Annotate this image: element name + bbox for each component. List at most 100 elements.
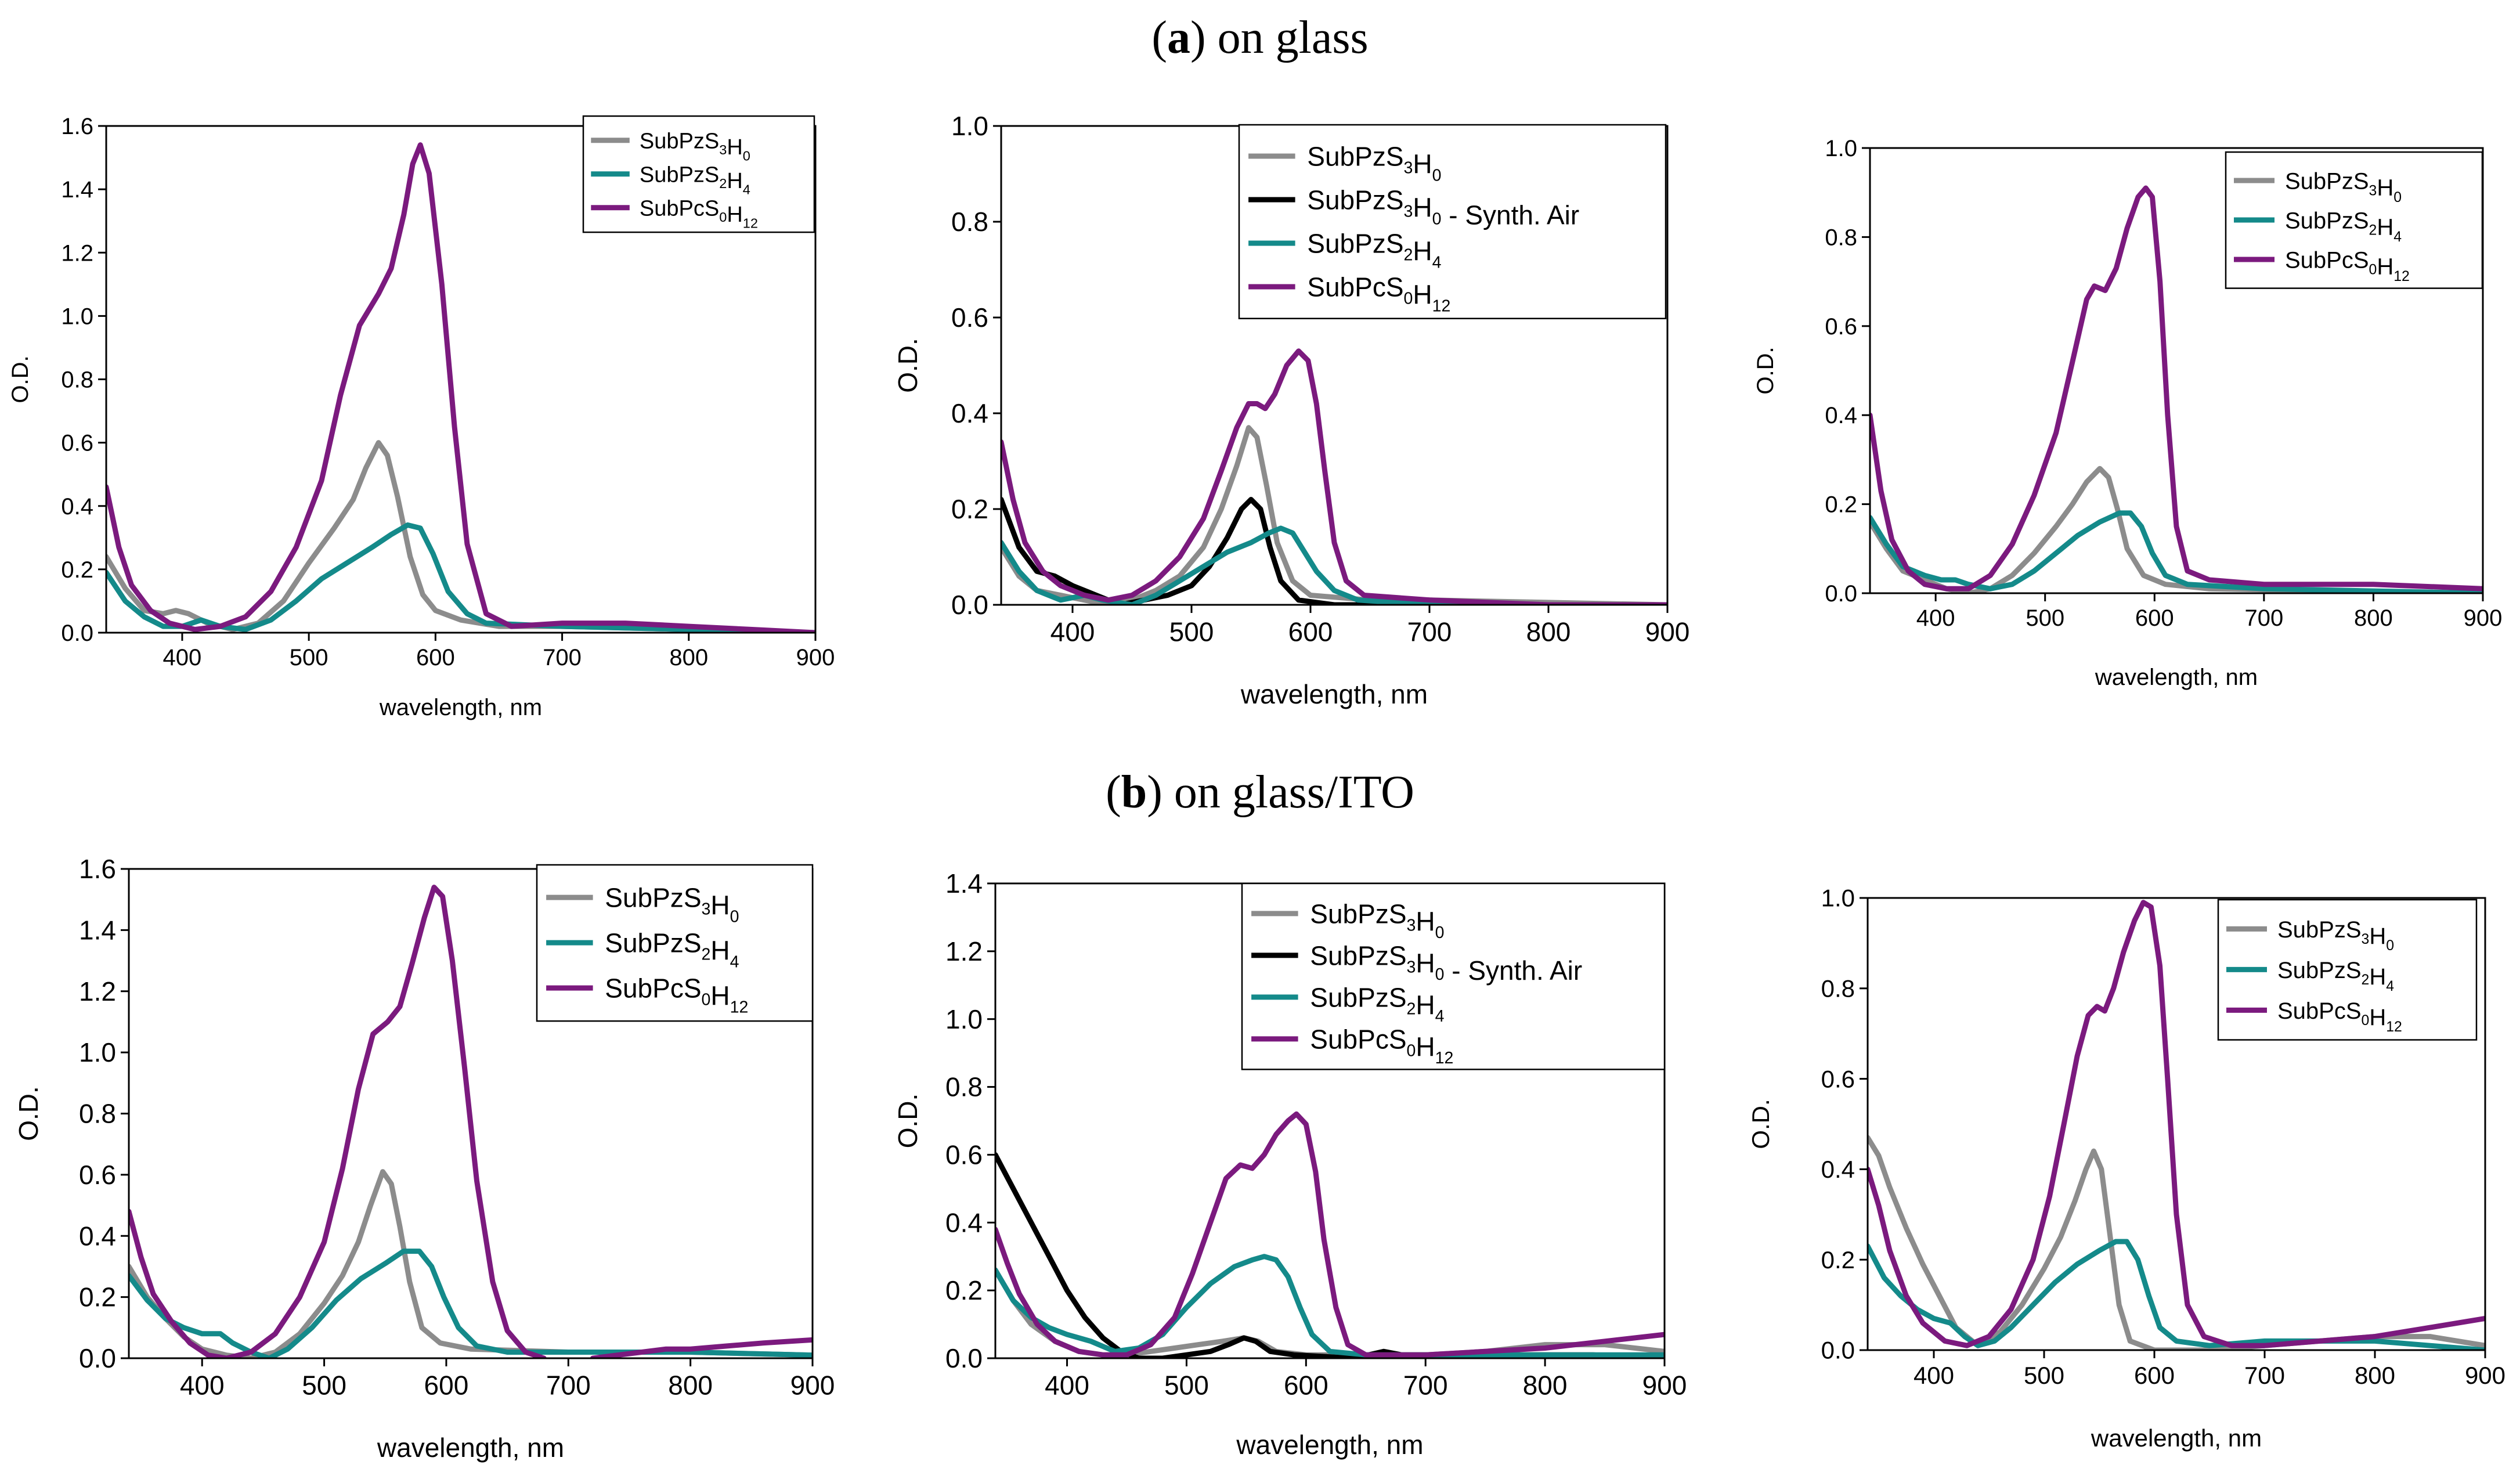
series-line-a1-1 (106, 522, 815, 633)
legend-box (1238, 124, 1667, 319)
y-tick-label: 0.0 (79, 1343, 116, 1373)
y-tick-label: 1.4 (61, 177, 93, 203)
y-tick-label: 0.8 (945, 1072, 983, 1102)
x-tick-label: 400 (180, 1370, 225, 1400)
y-tick-label: 0.6 (945, 1140, 983, 1170)
x-tick-label: 600 (1284, 1370, 1328, 1400)
y-tick-label: 0.2 (945, 1275, 983, 1305)
y-tick-label: 1.0 (61, 304, 93, 329)
y-tick-label: 1.0 (1825, 136, 1857, 161)
section-b-letter: b (1121, 767, 1147, 818)
y-tick-label: 1.0 (1821, 885, 1855, 912)
x-tick-label: 800 (669, 645, 708, 670)
legend-label: SubPzS3H0 - Synth. Air (1310, 940, 1582, 986)
legend-box (1241, 882, 1666, 1070)
legend-label: SubPzS3H0 (1310, 899, 1444, 942)
x-tick-label: 500 (1164, 1370, 1209, 1400)
x-tick-label: 500 (2024, 1362, 2064, 1389)
y-axis-label: O.D. (893, 1094, 923, 1149)
x-tick-label: 900 (2465, 1362, 2505, 1389)
x-axis-label: wavelength, nm (379, 695, 542, 720)
series-line-a2-1 (1001, 497, 1667, 605)
series-line-a2-3 (1001, 348, 1667, 605)
x-tick-label: 800 (668, 1370, 713, 1400)
x-tick-label: 800 (1523, 1370, 1568, 1400)
legend-label: SubPzS3H0 (640, 129, 750, 163)
legend-label: SubPzS2H4 (605, 928, 739, 972)
x-tick-label: 600 (2134, 1362, 2175, 1389)
y-axis-label: O.D. (1753, 347, 1778, 394)
series-line-b3-1 (1868, 1239, 2485, 1350)
x-tick-label: 700 (1407, 616, 1452, 647)
series-line-b2-2 (995, 1254, 1665, 1358)
series-line-a2-0 (1001, 425, 1667, 605)
legend-label: SubPcS0H12 (2285, 247, 2410, 284)
y-tick-label: 1.0 (79, 1037, 116, 1067)
y-axis-label: O.D. (893, 338, 923, 393)
y-tick-label: 0.4 (1825, 403, 1857, 428)
y-tick-label: 1.4 (79, 915, 116, 945)
legend-label: SubPcS0H12 (2277, 998, 2402, 1035)
y-tick-label: 0.6 (1825, 314, 1857, 340)
y-tick-label: 1.2 (61, 240, 93, 266)
series-line-b3-0 (1868, 1135, 2485, 1350)
series-line-b1-3 (590, 1337, 813, 1358)
x-tick-label: 900 (790, 1370, 835, 1400)
y-tick-label: 0.4 (951, 398, 988, 428)
y-tick-label: 0.4 (61, 494, 93, 519)
series-line-a1-2 (106, 142, 815, 633)
x-tick-label: 800 (2354, 605, 2393, 631)
y-tick-label: 0.6 (79, 1160, 116, 1190)
series-line-a3-2 (1870, 185, 2483, 591)
legend-label: SubPzS3H0 (2277, 917, 2394, 954)
legend-label: SubPzS2H4 (640, 163, 750, 197)
series-line-b1-2 (129, 885, 547, 1358)
x-tick-label: 600 (424, 1370, 469, 1400)
x-tick-label: 500 (1169, 616, 1214, 647)
y-tick-label: 0.0 (951, 590, 988, 620)
y-tick-label: 0.0 (1821, 1337, 1855, 1364)
y-tick-label: 0.8 (1821, 975, 1855, 1002)
y-tick-label: 0.2 (61, 557, 93, 583)
x-tick-label: 600 (2135, 605, 2174, 631)
section-b-text: on glass/ITO (1174, 767, 1414, 818)
y-tick-label: 1.6 (61, 114, 93, 139)
x-tick-label: 700 (2244, 605, 2283, 631)
y-tick-label: 0.0 (945, 1343, 983, 1373)
chart-a3: 0.0 0.2 0.4 0.6 0.8 1.0 400 500 600 700 800 900 wave… (1753, 136, 2502, 690)
x-tick-label: 900 (1645, 616, 1690, 647)
section-a-letter: a (1167, 12, 1190, 63)
legend-label: SubPzS2H4 (2285, 208, 2402, 244)
chart-b2: 0.0 0.2 0.4 0.6 0.8 1.0 1.2 1.4 400 500 600 700 800 9… (893, 868, 1687, 1460)
x-tick-label: 900 (1642, 1370, 1687, 1400)
chart-b1: 0.0 0.2 0.4 0.6 0.8 1.0 1.2 1.4 1.6 400 500 600 700 8… (13, 854, 835, 1463)
series-line-b1-1 (129, 1249, 813, 1358)
x-tick-label: 700 (546, 1370, 591, 1400)
y-tick-label: 0.0 (1825, 581, 1857, 607)
chart-b3: 0.0 0.2 0.4 0.6 0.8 1.0 400 500 600 700 800 900 wave… (1747, 885, 2505, 1452)
y-tick-label: 0.6 (61, 431, 93, 456)
x-tick-label: 500 (302, 1370, 346, 1400)
y-tick-label: 0.2 (79, 1282, 116, 1312)
y-tick-label: 0.6 (1821, 1065, 1855, 1092)
y-tick-label: 1.2 (945, 936, 983, 966)
legend-label: SubPcS0H12 (1307, 272, 1450, 316)
x-tick-label: 700 (2244, 1362, 2285, 1389)
x-axis-label: wavelength, nm (1236, 1430, 1423, 1460)
series-line-b3-2 (1868, 900, 2485, 1348)
x-tick-label: 700 (1403, 1370, 1448, 1400)
legend-label: SubPzS2H4 (1310, 982, 1444, 1026)
y-tick-label: 0.4 (79, 1221, 116, 1251)
y-axis-label: O.D. (8, 355, 33, 403)
series-line-a3-1 (1870, 510, 2483, 593)
x-tick-label: 400 (1914, 1362, 1954, 1389)
x-tick-label: 800 (2355, 1362, 2395, 1389)
series-line-a3-0 (1870, 466, 2483, 593)
y-tick-label: 0.0 (61, 620, 93, 646)
plot-frame (1866, 897, 2486, 1351)
y-axis-label: O.D. (13, 1086, 44, 1141)
x-tick-label: 400 (1050, 616, 1095, 647)
section-a-text: on glass (1217, 12, 1369, 63)
